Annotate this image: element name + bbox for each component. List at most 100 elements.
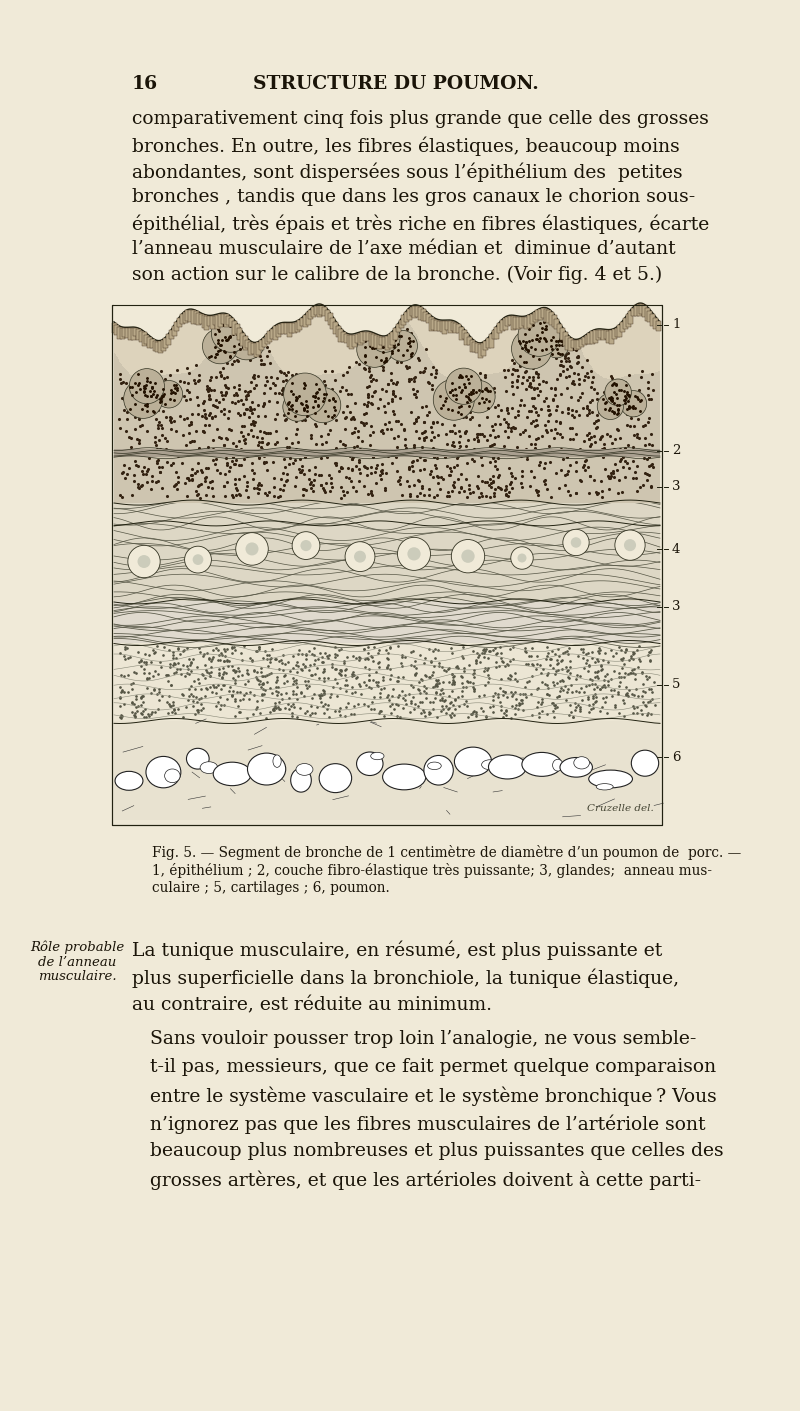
Point: [215, 364, 228, 387]
Point: [486, 684, 499, 707]
Point: [459, 375, 472, 398]
Point: [388, 402, 401, 425]
Text: abondantes, sont dispersées sous l’épithélium des  petites: abondantes, sont dispersées sous l’épith…: [132, 162, 682, 182]
Point: [318, 642, 331, 665]
Point: [605, 389, 618, 412]
Point: [477, 700, 490, 722]
Point: [198, 389, 210, 412]
Point: [150, 452, 163, 474]
Bar: [425, 350, 426, 502]
Point: [157, 399, 170, 422]
Bar: [614, 327, 620, 337]
Point: [404, 322, 417, 344]
Bar: [191, 310, 196, 325]
Bar: [177, 317, 182, 327]
Point: [562, 642, 574, 665]
Bar: [203, 360, 204, 502]
Point: [315, 439, 328, 461]
Point: [254, 660, 267, 683]
Point: [313, 378, 326, 401]
Bar: [329, 374, 330, 502]
Bar: [283, 373, 285, 502]
Point: [136, 460, 149, 483]
Point: [232, 402, 245, 425]
Bar: [273, 326, 278, 340]
Point: [208, 378, 221, 401]
Point: [290, 669, 302, 691]
Point: [300, 389, 313, 412]
Point: [139, 374, 152, 396]
Point: [234, 317, 247, 340]
Point: [115, 387, 128, 409]
Point: [630, 480, 643, 502]
Point: [605, 461, 618, 484]
Point: [186, 464, 198, 487]
Point: [646, 433, 658, 456]
Point: [574, 468, 586, 491]
Point: [242, 485, 254, 508]
Point: [547, 426, 560, 449]
Point: [372, 650, 385, 673]
Point: [138, 642, 151, 665]
Point: [133, 415, 146, 437]
Point: [483, 696, 496, 718]
Point: [309, 391, 322, 413]
Point: [454, 665, 467, 687]
Point: [252, 483, 265, 505]
Point: [410, 658, 422, 680]
Point: [182, 371, 195, 394]
Point: [585, 432, 598, 454]
Point: [286, 683, 299, 706]
Bar: [368, 347, 370, 502]
Point: [481, 405, 494, 428]
Point: [517, 365, 530, 388]
Point: [308, 636, 321, 659]
Point: [315, 433, 328, 456]
Point: [519, 638, 532, 660]
Point: [241, 444, 254, 467]
Bar: [300, 317, 305, 326]
Point: [475, 485, 488, 508]
Point: [313, 381, 326, 404]
Point: [622, 679, 635, 701]
Point: [541, 478, 554, 501]
Point: [261, 370, 274, 392]
Bar: [615, 378, 616, 502]
Bar: [344, 334, 349, 343]
Point: [550, 330, 562, 353]
Point: [588, 677, 601, 700]
Point: [504, 419, 517, 442]
Point: [174, 658, 186, 680]
Point: [351, 426, 364, 449]
Point: [134, 388, 146, 411]
Point: [358, 648, 371, 670]
Bar: [613, 380, 614, 502]
Point: [391, 425, 404, 447]
Point: [298, 478, 310, 501]
Point: [542, 677, 554, 700]
Point: [430, 411, 443, 433]
Point: [378, 443, 391, 466]
Point: [640, 667, 653, 690]
Point: [277, 444, 290, 467]
Bar: [321, 374, 322, 502]
Point: [253, 638, 266, 660]
Ellipse shape: [631, 751, 658, 776]
Bar: [296, 378, 298, 502]
Bar: [454, 380, 455, 502]
Bar: [464, 378, 465, 502]
Point: [642, 411, 654, 433]
Point: [364, 456, 377, 478]
Bar: [252, 322, 253, 502]
Point: [626, 436, 639, 459]
Bar: [547, 317, 548, 502]
Point: [295, 680, 308, 703]
Point: [551, 443, 564, 466]
Point: [603, 425, 616, 447]
Bar: [423, 312, 428, 322]
Point: [571, 663, 584, 686]
Point: [619, 662, 632, 684]
Bar: [416, 334, 417, 502]
Point: [472, 466, 485, 488]
Point: [460, 694, 473, 717]
